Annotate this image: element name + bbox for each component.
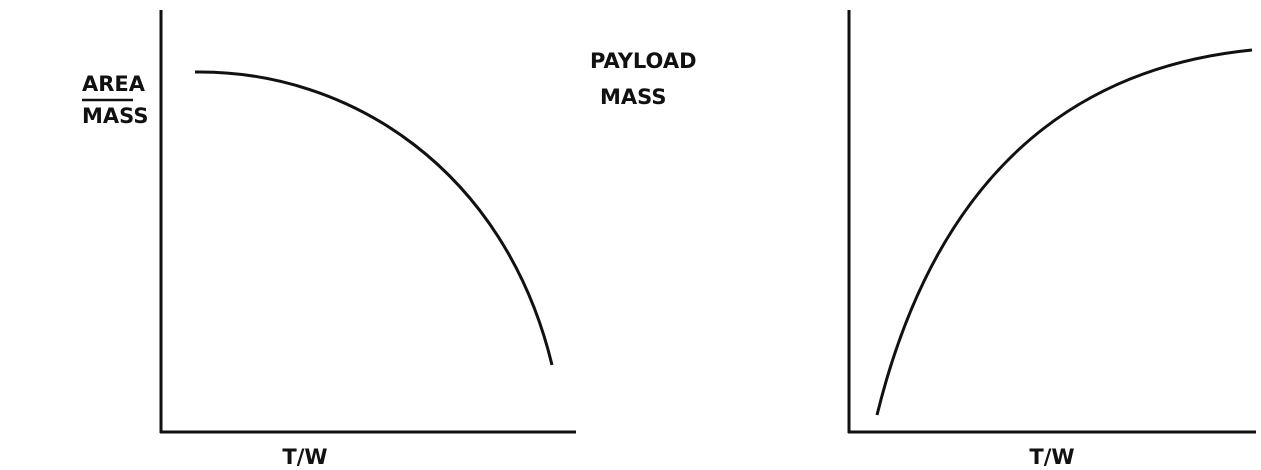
- x-label: T/W: [282, 445, 327, 469]
- x-label: T/W: [1029, 445, 1074, 469]
- y-label-line-1: PAYLOAD: [590, 49, 697, 73]
- right-panel: PAYLOAD MASS T/W: [590, 10, 1256, 469]
- curve: [875, 48, 1253, 416]
- y-label-line-2: MASS: [600, 85, 666, 109]
- y-label-denominator: MASS: [82, 104, 148, 128]
- curve: [194, 70, 554, 366]
- left-panel: AREA MASS T/W: [82, 10, 576, 469]
- y-label-numerator: AREA: [82, 72, 146, 96]
